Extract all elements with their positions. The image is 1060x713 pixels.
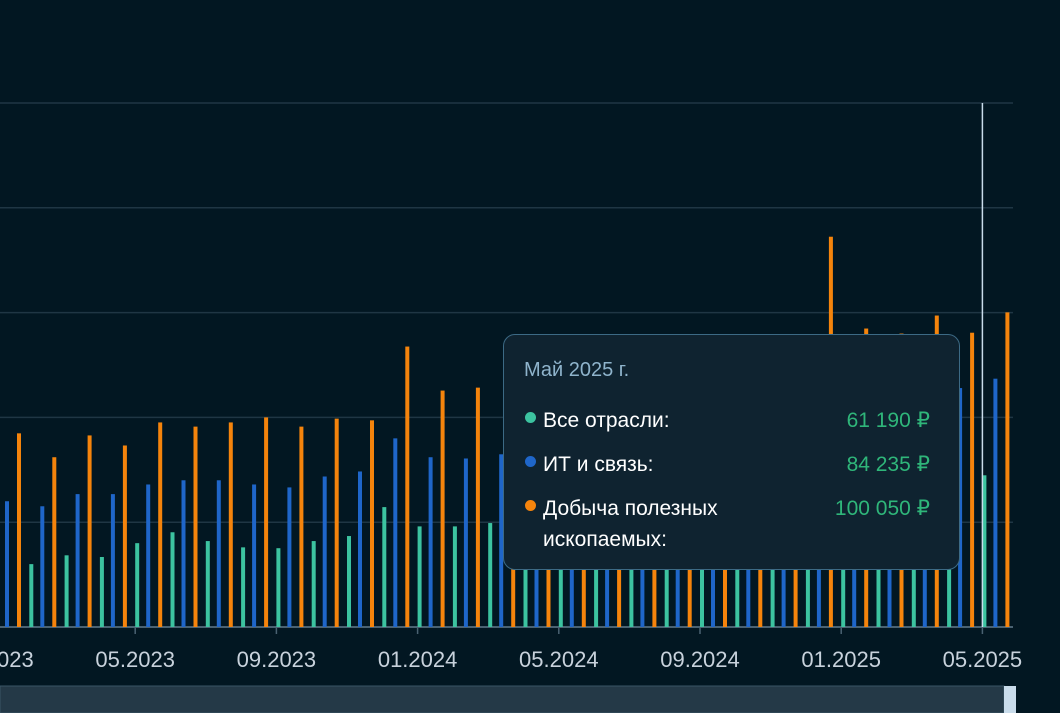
bar (193, 426, 198, 627)
bar (241, 547, 246, 627)
bar (228, 422, 233, 627)
bar (370, 420, 374, 627)
bar (110, 494, 115, 627)
bar (99, 556, 104, 627)
bar (594, 515, 599, 627)
bar (29, 564, 34, 627)
bar (347, 536, 351, 627)
x-tick-label: 05.2023 (95, 647, 175, 672)
legend-dot (525, 412, 536, 423)
bar (299, 426, 304, 627)
bar (87, 435, 92, 627)
bar (75, 494, 80, 627)
legend-dot (525, 500, 536, 511)
bar (322, 476, 327, 627)
bar (700, 513, 704, 627)
bar (405, 346, 410, 627)
bar (287, 487, 292, 627)
bar (135, 543, 140, 627)
bar (958, 388, 963, 627)
bar (440, 390, 445, 627)
bar (382, 507, 387, 627)
bar (158, 422, 163, 627)
bar (970, 332, 975, 627)
x-tick-label: 05.2024 (519, 647, 599, 672)
tooltip-label: Добыча полезных ископаемых: (543, 497, 718, 551)
bar (252, 484, 257, 627)
tooltip: Май 2025 г. Все отрасли: 61 190 ₽ ИТ и свя… (503, 334, 960, 570)
tooltip-value: 84 235 ₽ (846, 453, 930, 476)
tooltip-value: 61 190 ₽ (846, 409, 930, 432)
bar (982, 475, 987, 627)
bar (181, 480, 186, 627)
bar (205, 541, 210, 627)
bar (417, 526, 422, 627)
bar (358, 471, 362, 627)
bar (428, 457, 433, 627)
x-tick-label: 09.2023 (237, 647, 317, 672)
x-tick-label: 01.2023 (0, 647, 34, 672)
bar (393, 438, 398, 627)
tooltip-value: 100 050 ₽ (834, 497, 930, 520)
bar (1005, 312, 1010, 627)
bar (264, 417, 269, 627)
bar (523, 520, 528, 627)
x-tick-label: 01.2025 (801, 647, 881, 672)
bar (488, 523, 493, 627)
bar (664, 518, 669, 627)
bar (993, 378, 998, 627)
bar (475, 387, 480, 627)
bar (558, 518, 563, 627)
bar (5, 501, 9, 627)
bar (499, 454, 504, 627)
bar (170, 532, 175, 627)
bar (146, 484, 151, 627)
bar (334, 418, 339, 627)
bar (452, 526, 457, 627)
bar (276, 548, 281, 627)
bar (52, 457, 57, 627)
bar (216, 480, 221, 627)
navigator-handle[interactable] (1004, 686, 1016, 713)
bar (629, 520, 634, 627)
x-tick-label: 05.2025 (943, 647, 1023, 672)
bar (40, 506, 45, 627)
bar (463, 458, 468, 627)
legend-dot (525, 456, 536, 467)
bar (122, 445, 127, 627)
bar (17, 433, 21, 627)
tooltip-label: ИТ и связь: (543, 453, 654, 476)
x-tick-label: 01.2024 (378, 647, 458, 672)
x-tick-label: 09.2024 (660, 647, 740, 672)
bar (64, 555, 69, 627)
tooltip-title: Май 2025 г. (524, 359, 630, 381)
tooltip-label: Все отрасли: (543, 409, 670, 432)
navigator[interactable] (0, 685, 1005, 713)
bar (311, 541, 316, 627)
